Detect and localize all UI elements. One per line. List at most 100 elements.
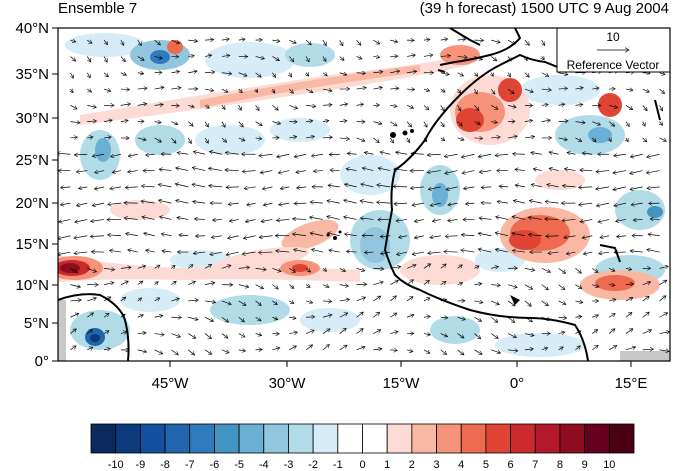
wind-vector xyxy=(614,202,626,206)
wind-vector xyxy=(176,168,189,171)
colorbar-swatch xyxy=(214,423,240,454)
wind-vector xyxy=(188,349,194,355)
wind-vector xyxy=(659,137,667,141)
wind-vector xyxy=(390,280,398,285)
wind-vector xyxy=(458,105,461,111)
wind-vector xyxy=(261,219,273,221)
wind-vector xyxy=(474,301,482,303)
wind-vector xyxy=(87,347,93,350)
wind-vector xyxy=(377,185,391,187)
wind-vector xyxy=(541,120,551,122)
colorbar-label: -8 xyxy=(160,459,170,471)
wind-vector xyxy=(146,250,155,252)
reference-vector-value: 10 xyxy=(606,30,620,44)
wind-vector xyxy=(448,219,458,220)
colorbar-label: -5 xyxy=(234,459,244,471)
wind-vector xyxy=(525,56,527,60)
wind-vector xyxy=(305,88,313,93)
wind-vector xyxy=(339,344,347,351)
wind-vector xyxy=(242,171,256,172)
wind-vector xyxy=(272,56,279,61)
wind-vector xyxy=(194,219,206,220)
wind-vector xyxy=(659,266,669,268)
wind-vector xyxy=(221,349,229,353)
wind-vector xyxy=(144,233,155,237)
wind-vector xyxy=(310,202,323,203)
colorbar-label: -7 xyxy=(185,459,195,471)
wind-vector xyxy=(126,233,138,235)
wind-vector xyxy=(440,39,448,40)
wind-vector xyxy=(305,301,313,303)
colorbar-swatch xyxy=(189,423,215,454)
wind-vector xyxy=(440,105,445,110)
wind-vector xyxy=(643,121,645,127)
wind-vector xyxy=(272,284,278,289)
wind-vector xyxy=(507,105,516,107)
wind-vector xyxy=(642,88,650,92)
colorbar-swatch xyxy=(534,423,561,454)
wind-vector xyxy=(306,105,316,106)
wind-vector xyxy=(244,187,256,189)
wind-vector xyxy=(428,252,441,253)
wind-vector xyxy=(238,267,250,268)
wind-vector xyxy=(272,40,280,41)
wind-vector xyxy=(423,316,430,317)
wind-vector xyxy=(380,236,391,237)
wind-vector xyxy=(221,137,227,142)
wind-vector xyxy=(128,250,138,252)
wind-vector xyxy=(440,56,451,57)
wind-vector xyxy=(491,73,493,77)
wind-vector xyxy=(171,137,176,143)
wind-vector xyxy=(228,203,239,204)
lat-label: 20°N xyxy=(15,195,49,212)
colorbar-label: 10 xyxy=(603,459,615,471)
wind-vector xyxy=(558,138,568,140)
colorbar-label: 3 xyxy=(433,459,439,471)
wind-vector xyxy=(205,89,214,91)
wind-vector xyxy=(390,121,397,127)
wind-vector xyxy=(322,285,329,288)
lon-label: 0° xyxy=(510,375,524,392)
wind-vector xyxy=(280,187,290,189)
wind-vector xyxy=(524,72,529,77)
wind-vector xyxy=(608,121,615,127)
wind-vector xyxy=(592,88,599,89)
land-mask xyxy=(58,300,66,361)
wind-vector xyxy=(305,39,311,45)
wind-vector xyxy=(158,184,172,188)
wind-vector xyxy=(591,137,596,142)
wind-vector xyxy=(104,349,110,350)
wind-vector xyxy=(440,138,445,141)
wind-vector xyxy=(305,268,311,272)
wind-vector xyxy=(193,152,206,155)
wind-vector xyxy=(625,312,632,318)
wind-vector xyxy=(575,284,582,289)
wind-vector xyxy=(272,122,280,124)
lat-label: 30°N xyxy=(15,110,49,127)
wind-vector xyxy=(461,153,475,157)
wind-vector xyxy=(444,153,458,156)
wind-vector xyxy=(306,73,309,76)
wind-vector xyxy=(660,105,663,111)
wind-vector xyxy=(515,169,525,170)
map-panel xyxy=(58,28,670,361)
wind-vector xyxy=(490,88,495,94)
wind-vector xyxy=(356,88,367,89)
wind-vector xyxy=(659,73,665,75)
wind-vector xyxy=(613,170,626,174)
wind-vector xyxy=(238,285,249,288)
wind-vector xyxy=(120,73,126,76)
wind-vector xyxy=(394,169,408,170)
wind-vector xyxy=(103,331,109,334)
wind-vector xyxy=(120,267,131,268)
wind-vector xyxy=(558,88,568,89)
wind-vector xyxy=(311,154,323,156)
wind-vector xyxy=(373,87,382,89)
wind-vector xyxy=(87,329,92,334)
colorbar-label: -6 xyxy=(210,459,220,471)
colorbar-swatch xyxy=(312,423,339,454)
wind-vector xyxy=(205,301,216,302)
wind-vector xyxy=(373,312,379,318)
wind-vector xyxy=(524,284,533,290)
wind-vector xyxy=(474,105,479,110)
